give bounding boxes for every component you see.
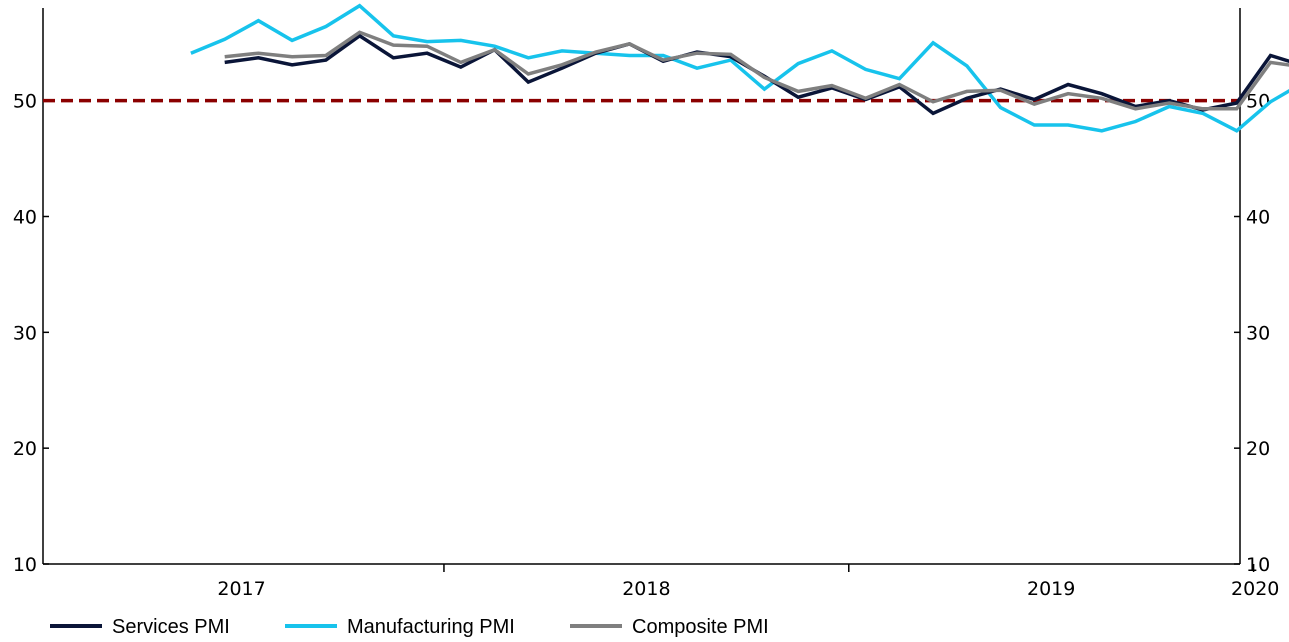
year-label-2019: 2019 bbox=[1027, 578, 1075, 600]
year-label-2018: 2018 bbox=[622, 578, 670, 600]
x-axis-year-separators bbox=[443, 564, 1255, 572]
year-label-2020: 2020 bbox=[1231, 578, 1279, 600]
legend-label: Manufacturing PMI bbox=[347, 616, 515, 638]
right-tick-label: 40 bbox=[1246, 207, 1270, 229]
legend-label: Composite PMI bbox=[632, 616, 769, 638]
legend-label: Services PMI bbox=[112, 616, 230, 638]
left-tick-label: 30 bbox=[13, 322, 37, 344]
year-label-2017: 2017 bbox=[217, 578, 265, 600]
series-lines bbox=[190, 3, 1289, 133]
plot-frame bbox=[42, 8, 1241, 565]
left-tick-label: 50 bbox=[13, 91, 37, 113]
right-tick-label: 30 bbox=[1246, 322, 1270, 344]
left-y-ticks: 10 20 30 40 50 bbox=[13, 91, 49, 576]
series-line-composite-pmi bbox=[224, 30, 1289, 111]
left-tick-label: 40 bbox=[13, 207, 37, 229]
left-tick-label: 20 bbox=[13, 438, 37, 460]
x-axis-year-labels: 2017 2018 2019 2020 bbox=[217, 578, 1279, 600]
right-tick-label: 20 bbox=[1246, 438, 1270, 460]
series-line-services-pmi bbox=[224, 33, 1289, 116]
left-tick-label: 10 bbox=[13, 554, 37, 576]
legend: Services PMI Manufacturing PMI Composite P… bbox=[50, 616, 769, 638]
right-tick-label: 10 bbox=[1246, 554, 1270, 576]
series-line-manufacturing-pmi bbox=[190, 3, 1289, 133]
